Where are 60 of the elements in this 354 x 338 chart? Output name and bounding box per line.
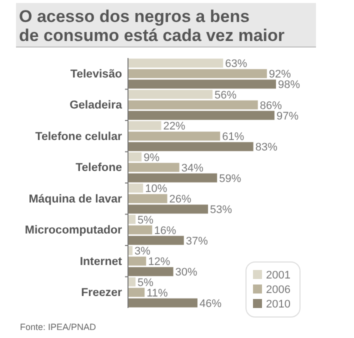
data-label: 98% [278,79,300,92]
data-label: 83% [255,142,278,154]
bar [128,288,145,297]
data-label: 30% [175,266,198,279]
bar [128,204,208,214]
data-label: 22% [163,120,186,133]
legend-label: 2010 [266,298,290,310]
y-tick-label: Máquina de lavar [28,193,123,206]
y-tick-label: Telefone celular [35,130,123,143]
bar [128,267,174,276]
y-tick-label: Geladeira [70,100,123,112]
data-label: 59% [219,172,242,185]
bar [128,236,184,245]
bar [128,142,254,152]
bar [128,58,224,68]
source-note: Fonte: IPEA/PNAD [20,322,97,332]
chart-title: O acesso dos negros a bens de consumo está cada vez maior [19,7,285,45]
y-tick-label: Telefone [76,162,122,174]
data-label: 97% [276,110,299,122]
legend-label: 2001 [266,270,290,282]
data-label: 53% [210,204,232,216]
bar [128,277,136,286]
bar [128,110,274,120]
bar [128,121,162,130]
y-tick-label: Internet [80,256,122,268]
data-label: 5% [138,276,154,289]
data-label: 12% [148,256,170,268]
bar [128,162,180,172]
bar [128,256,146,266]
data-label: 9% [144,152,160,164]
bar [128,214,136,224]
bar [128,80,276,89]
data-label: 34% [181,162,204,174]
data-label: 16% [154,224,176,237]
data-label: 10% [145,183,168,196]
bar [128,184,144,193]
y-tick-label: Microcomputador [24,224,123,237]
bar [128,69,267,78]
bar [128,298,198,308]
data-label: 5% [138,214,154,226]
data-label: 46% [199,298,222,310]
data-label: 86% [260,100,282,112]
data-label: 63% [225,58,248,70]
bar [128,132,220,141]
bar [128,90,213,99]
y-tick-label: Televisão [70,68,122,80]
bar [128,194,168,204]
bar [128,225,152,234]
bar [128,173,218,182]
data-label: 11% [146,287,168,300]
data-label: 92% [268,68,292,81]
data-label: 26% [169,194,192,206]
data-label: 3% [134,246,151,258]
bar [128,152,142,162]
data-label: 56% [214,89,237,102]
y-tick-label: Freezer [81,287,123,300]
bar [128,100,258,110]
data-label: 61% [222,131,244,144]
legend-label: 2006 [266,284,290,296]
data-label: 37% [186,235,208,248]
